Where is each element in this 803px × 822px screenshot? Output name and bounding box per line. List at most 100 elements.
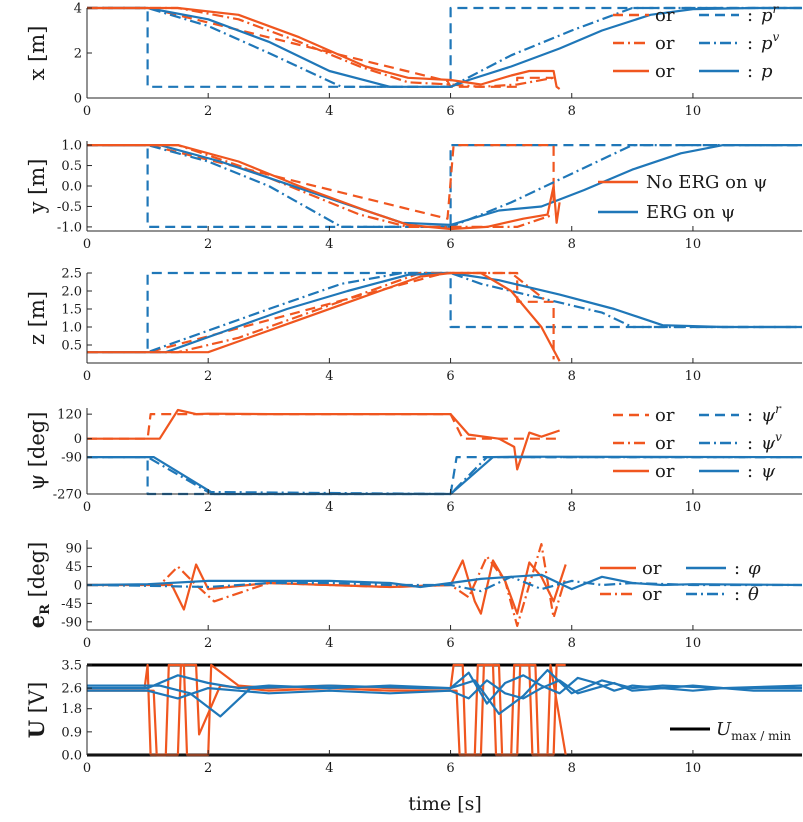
psi-y-label: ψ [deg] — [25, 412, 49, 491]
z-y-label: z [m] — [25, 291, 49, 345]
x-legend-symbol-0: p — [761, 5, 773, 26]
U-ytick-label-2: 1.8 — [61, 702, 82, 717]
U-xtick-label-2: 4 — [325, 761, 333, 776]
psi-legend-sep-0: : — [747, 405, 753, 426]
U-ytick-label-0: 0.0 — [61, 749, 82, 764]
psi-legend-or-2: or — [655, 461, 675, 482]
psi-ytick-label-0: -270 — [53, 488, 82, 503]
y-series-1 — [87, 144, 555, 220]
y-xtick-label-0: 0 — [83, 237, 91, 252]
y-xtick-label-4: 8 — [568, 237, 576, 252]
U-xtick-label-1: 2 — [204, 761, 212, 776]
y-series-2 — [87, 144, 802, 228]
y-ytick-label-0: -1.0 — [57, 220, 82, 235]
eR-series-1 — [87, 542, 567, 628]
y-xtick-label-5: 10 — [685, 237, 702, 252]
z-series-5 — [87, 271, 561, 362]
psi-series-3 — [87, 456, 802, 496]
x-series-2 — [87, 6, 802, 88]
eR-xtick-label-3: 6 — [446, 636, 454, 651]
psi-series-2 — [87, 456, 802, 496]
eR-legend-sep-1: : — [734, 584, 740, 605]
psi-legend-or-0: or — [655, 405, 675, 426]
x-series-4 — [87, 6, 802, 88]
U-legend-label-0: Umax / min — [716, 719, 791, 743]
U-y-label: U [V] — [24, 682, 49, 739]
U-series-3 — [87, 663, 567, 757]
psi-xtick-label-1: 2 — [204, 500, 212, 515]
y-legend-label-1: ERG on ψ — [646, 202, 735, 223]
psi-legend-symbol-0: ψ — [761, 405, 776, 426]
eR-series — [87, 542, 802, 628]
z-ytick-label-3: 2.0 — [61, 285, 82, 300]
eR-xtick-label-2: 4 — [325, 636, 333, 651]
x-legend-symbol-2: p — [761, 61, 773, 82]
y-series-4 — [87, 144, 802, 226]
psi-legend-label-0: ψr — [761, 402, 782, 426]
z-xtick-label-4: 8 — [568, 369, 576, 384]
U-xtick-label-3: 6 — [446, 761, 454, 776]
x-legend-label-2: p — [761, 61, 773, 82]
x-y-label: x [m] — [25, 26, 49, 81]
psi-xtick-label-4: 8 — [568, 500, 576, 515]
x-axis-label: time [s] — [408, 793, 482, 815]
psi-ytick-label-3: 120 — [57, 408, 82, 423]
z-xtick-label-1: 2 — [204, 369, 212, 384]
psi-series — [87, 408, 802, 496]
U-xtick-label-4: 8 — [568, 761, 576, 776]
x-ytick-label-2: 4 — [74, 2, 82, 17]
eR-series-3 — [87, 575, 802, 593]
psi-legend-sup-1: v — [775, 430, 782, 444]
x-xtick-label-0: 0 — [83, 104, 91, 119]
psi-legend-label-2: ψ — [761, 461, 776, 482]
psi-series-4 — [87, 455, 802, 496]
x-xtick-label-5: 10 — [685, 104, 702, 119]
psi-legend-sup-0: r — [775, 402, 782, 416]
eR-legend-symbol-0: φ — [748, 558, 761, 579]
eR-ytick-label-1: -45 — [61, 597, 82, 612]
U-series — [87, 663, 802, 757]
eR-ytick-label-4: 90 — [65, 542, 82, 557]
z-ytick-label-2: 1.5 — [61, 303, 82, 318]
y-series-3 — [87, 144, 554, 228]
panel-y: 0 2 4 6 8 10 -1.0 -0.5 0.0 0.5 1.0 y [m] No ERG on ψ… — [25, 139, 802, 252]
eR-ytick-label-0: -90 — [61, 615, 82, 630]
U-legend: Umax / min — [670, 719, 791, 743]
x-legend-or-0: or — [655, 5, 675, 26]
eR-y-label: eR [deg] — [24, 542, 53, 629]
x-series-3 — [87, 6, 554, 88]
x-legend-symbol-1: p — [761, 33, 773, 54]
U-series-6 — [87, 668, 802, 718]
z-ytick-label-0: 0.5 — [61, 339, 82, 354]
y-legend: No ERG on ψ ERG on ψ — [598, 172, 767, 223]
z-xtick-label-0: 0 — [83, 369, 91, 384]
z-series-0 — [87, 271, 802, 354]
psi-legend-symbol-2: ψ — [761, 461, 776, 482]
x-xtick-label-3: 6 — [446, 104, 454, 119]
eR-xtick-label-0: 0 — [83, 636, 91, 651]
x-legend-label-0: pr — [761, 2, 780, 26]
U-ytick-label-4: 3.5 — [61, 659, 82, 674]
eR-y-label-unit: [deg] — [25, 542, 49, 604]
psi-legend-or-1: or — [655, 433, 675, 454]
y-ytick-label-4: 1.0 — [61, 139, 82, 154]
eR-xtick-label-1: 2 — [204, 636, 212, 651]
x-legend-sep-1: : — [747, 33, 753, 54]
psi-ytick-label-2: 0 — [74, 432, 82, 447]
U-legend-symbol-0: U — [716, 719, 732, 740]
eR-ytick-label-3: 45 — [65, 560, 82, 575]
eR-legend-sep-0: : — [734, 558, 740, 579]
z-series-2 — [87, 271, 802, 354]
U-y-label-unit: [V] — [25, 682, 49, 720]
z-series — [87, 271, 802, 362]
z-series-1 — [87, 271, 555, 360]
x-xtick-label-1: 2 — [204, 104, 212, 119]
eR-legend-symbol-1: θ — [748, 584, 759, 605]
y-xtick-label-2: 4 — [325, 237, 333, 252]
eR-y-label-sub: R — [38, 604, 53, 615]
x-xtick-label-2: 4 — [325, 104, 333, 119]
